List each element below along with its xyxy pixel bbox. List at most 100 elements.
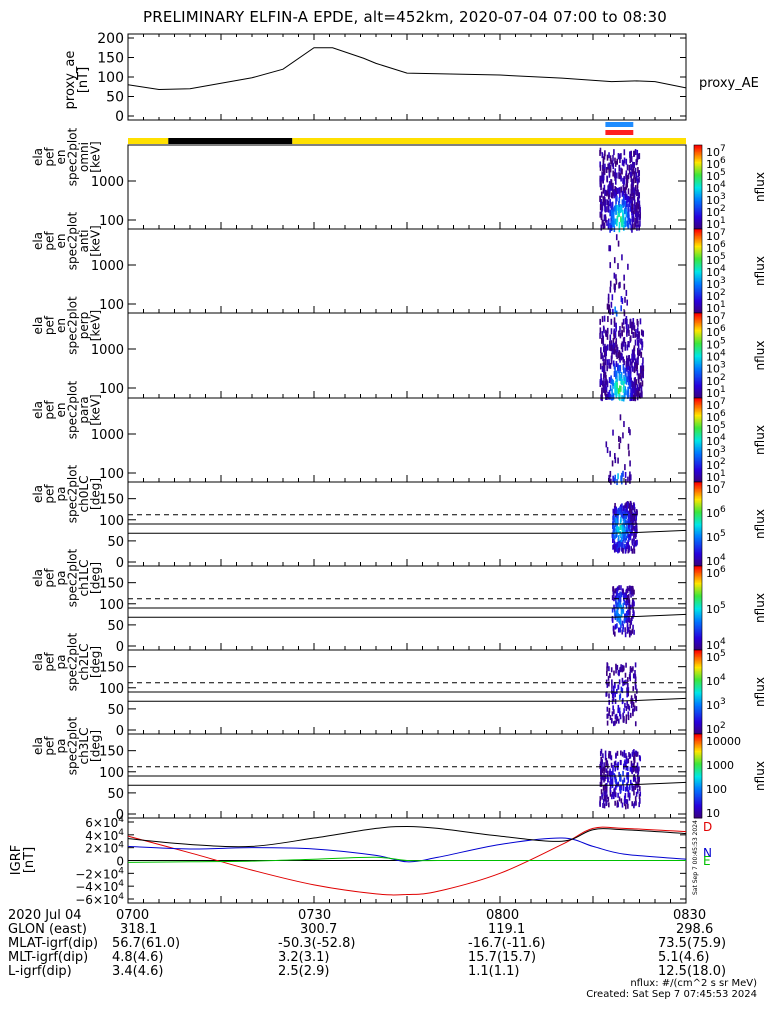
status-segment xyxy=(128,138,169,144)
spectrogram-cell xyxy=(612,794,615,800)
spectrogram-cell xyxy=(618,718,620,724)
spectrogram-cell xyxy=(627,512,630,518)
solid-line xyxy=(128,529,687,534)
spectrogram-cell xyxy=(630,764,633,770)
colorbar-tick-label: 105 xyxy=(706,529,726,544)
spectrogram-cell xyxy=(629,671,631,677)
spectrogram-cell xyxy=(633,381,635,388)
colorbar-cell xyxy=(694,227,702,230)
spectrogram-cell xyxy=(626,594,629,600)
spectrogram-cell xyxy=(617,364,619,371)
spectrogram-cell xyxy=(609,672,611,678)
spectrogram-cell xyxy=(600,781,603,787)
colorbar-cell xyxy=(694,804,702,806)
colorbar-cell xyxy=(694,328,702,331)
spectrogram-cell xyxy=(617,204,619,211)
spectrogram-cell xyxy=(634,185,637,192)
row-value: -16.7(-11.6) xyxy=(468,936,546,951)
colorbar-tick-label: 102 xyxy=(706,288,726,303)
colorbar-cell xyxy=(694,400,702,403)
colorbar-tick-label: 102 xyxy=(706,373,726,388)
colorbar-cell xyxy=(694,533,702,536)
colorbar-cell xyxy=(694,729,702,732)
spectrogram-cell xyxy=(625,183,627,190)
spectrogram-cell xyxy=(621,606,623,612)
spectrogram-cell xyxy=(625,761,627,767)
colorbar-cell xyxy=(694,216,702,219)
spectrogram-cell xyxy=(637,211,640,218)
spectrogram-cell xyxy=(626,524,628,530)
colorbar-cell xyxy=(694,634,702,637)
spectrogram-cell xyxy=(614,218,617,225)
colorbar-cell xyxy=(694,388,702,390)
spectrogram-cell xyxy=(601,792,603,798)
spectrogram-cell xyxy=(633,503,636,509)
colorbar-cell xyxy=(694,470,702,473)
spectrogram-cell xyxy=(605,800,608,806)
spectrogram-cell xyxy=(609,393,612,400)
spectrogram-cell xyxy=(619,437,622,444)
spectrogram-cell xyxy=(625,378,628,385)
spectrogram-cell xyxy=(632,186,635,193)
colorbar-cell xyxy=(694,299,702,301)
colorbar-tick-label: 103 xyxy=(706,361,726,376)
colorbar-cell xyxy=(694,427,702,430)
spectrogram-cell xyxy=(601,365,604,372)
y-tick-label: 100 xyxy=(99,514,124,529)
spectrogram-cell xyxy=(614,800,616,806)
spectrogram-cell xyxy=(617,548,619,554)
spectrogram-cell xyxy=(620,798,623,804)
spectrogram-cell xyxy=(636,175,638,182)
spectrogram-cell xyxy=(613,220,615,227)
colorbar-cell xyxy=(694,184,702,187)
spectrogram-cell xyxy=(608,362,610,369)
spectrogram-cell xyxy=(632,763,634,769)
spectrogram-cell xyxy=(625,679,627,685)
spectrogram-cell xyxy=(599,204,602,211)
colorbar-cell xyxy=(694,407,702,410)
spectrogram-cell xyxy=(631,180,634,187)
spectrogram-cell xyxy=(633,150,636,157)
spectrogram-cell xyxy=(627,364,630,371)
spectrogram-cell xyxy=(614,792,617,798)
colorbar-cell xyxy=(694,300,702,303)
spectrogram-cell xyxy=(634,149,637,156)
spectrogram-cell xyxy=(631,365,634,372)
page-title: PRELIMINARY ELFIN-A EPDE, alt=452km, 202… xyxy=(143,8,667,26)
spectrogram-cell xyxy=(623,599,626,605)
colorbar-cell xyxy=(694,734,702,736)
colorbar-cell xyxy=(694,493,702,496)
spectrogram-cell xyxy=(606,327,609,334)
colorbar-cell xyxy=(694,706,702,708)
spectrogram-cell xyxy=(599,761,602,767)
colorbar-cell xyxy=(694,252,702,255)
spectrogram-cell xyxy=(617,473,619,480)
spectrogram-cell xyxy=(614,544,617,550)
spectrogram-cell xyxy=(602,367,605,374)
spectrogram-cell xyxy=(628,586,631,592)
spectrogram-cell xyxy=(633,763,635,769)
row-value: 1.1(1.1) xyxy=(468,964,520,979)
colorbar-cell xyxy=(694,519,702,522)
spectrogram-cell xyxy=(606,682,609,688)
spectrogram-cell xyxy=(627,502,629,508)
colorbar-cell xyxy=(694,279,702,282)
spectrogram-cell xyxy=(599,195,601,202)
spectrogram-cell xyxy=(606,706,609,712)
spectrogram-cell xyxy=(615,612,618,618)
spectrogram-cell xyxy=(636,751,639,757)
spectrogram-cell xyxy=(622,505,625,511)
spectrogram-cell xyxy=(612,163,615,170)
spectrogram-cell xyxy=(635,220,637,227)
spectrogram-cell xyxy=(615,543,618,549)
spectrogram-cell xyxy=(615,187,618,194)
colorbar-cell xyxy=(694,463,702,466)
spectrogram-cell xyxy=(629,335,632,342)
spectrogram-cell xyxy=(621,168,623,175)
colorbar-cell xyxy=(694,348,702,351)
colorbar-cell xyxy=(694,805,702,808)
spectrogram-cell xyxy=(614,331,617,338)
spectrogram-cell xyxy=(607,763,609,769)
igrf-series-N xyxy=(127,837,687,863)
spectrogram-cell xyxy=(628,604,631,610)
